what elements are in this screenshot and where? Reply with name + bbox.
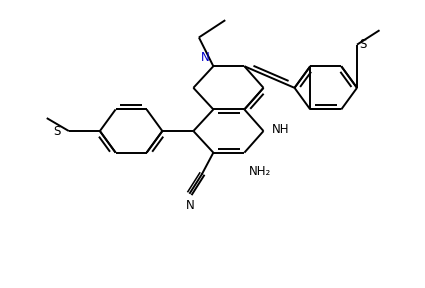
Text: N: N	[201, 51, 210, 64]
Text: NH: NH	[272, 122, 289, 136]
Text: N: N	[186, 199, 194, 212]
Text: S: S	[54, 124, 61, 138]
Text: S: S	[359, 38, 366, 51]
Text: NH₂: NH₂	[249, 165, 272, 178]
